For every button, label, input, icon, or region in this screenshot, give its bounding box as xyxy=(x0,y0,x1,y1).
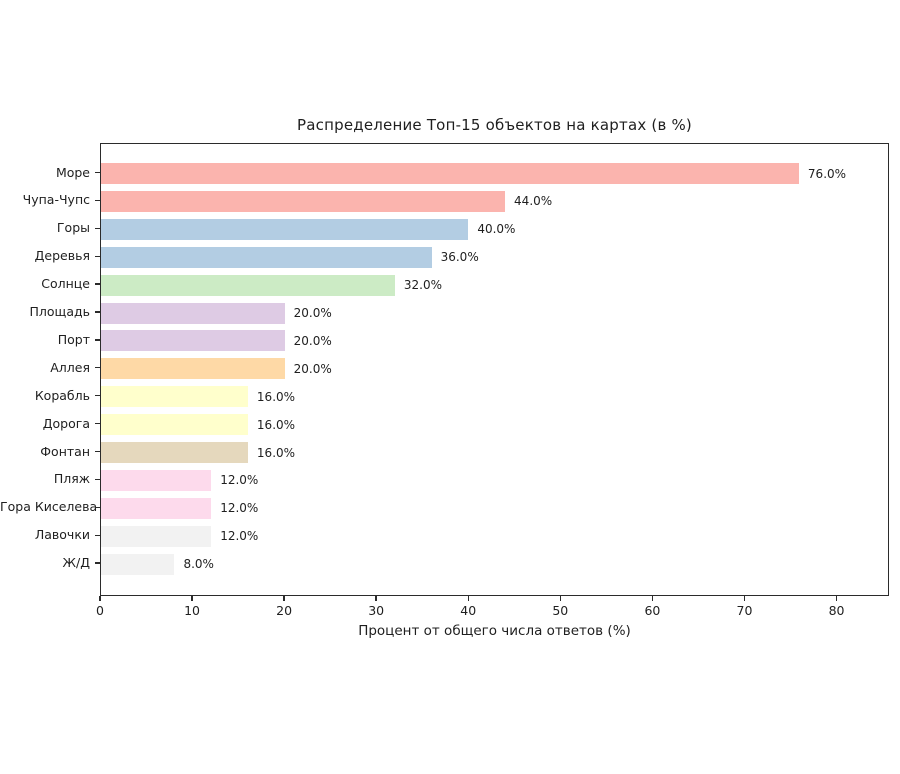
x-tick-mark xyxy=(99,596,101,601)
y-tick-mark xyxy=(95,450,100,453)
x-tick-label: 0 xyxy=(96,603,104,618)
bar xyxy=(101,218,469,240)
y-tick-mark xyxy=(95,534,100,536)
bar-value-label: 20.0% xyxy=(293,306,332,320)
bar xyxy=(101,163,799,184)
y-tick-label: Дорога xyxy=(42,415,90,431)
y-tick-mark xyxy=(95,255,100,257)
x-tick-mark xyxy=(375,596,377,601)
x-axis-label: Процент от общего числа ответов (%) xyxy=(358,623,631,639)
x-tick-label: 80 xyxy=(828,603,845,618)
bar-value-label: 20.0% xyxy=(293,361,332,376)
bar xyxy=(101,302,285,324)
x-tick-label: 60 xyxy=(644,603,661,618)
x-tick-mark xyxy=(283,596,285,601)
bar xyxy=(101,358,285,380)
bar xyxy=(101,469,212,491)
x-tick-mark xyxy=(559,596,562,601)
y-tick-label: Пляж xyxy=(53,471,90,487)
y-tick-mark xyxy=(95,199,100,202)
bar-value-label: 8.0% xyxy=(183,557,214,572)
y-tick-mark xyxy=(95,506,100,508)
x-tick-label: 50 xyxy=(552,603,569,618)
y-tick-label: Горы xyxy=(56,220,90,236)
y-tick-mark xyxy=(95,562,100,564)
bar xyxy=(101,414,248,436)
x-tick-mark xyxy=(743,596,746,601)
bar xyxy=(101,386,248,408)
bar xyxy=(101,274,395,296)
bar xyxy=(101,330,285,352)
y-tick-label: Аллея xyxy=(50,359,90,375)
bar-value-label: 76.0% xyxy=(807,166,847,181)
bar-value-label: 20.0% xyxy=(293,333,332,348)
x-tick-label: 30 xyxy=(368,603,385,618)
x-tick-mark xyxy=(467,596,469,601)
bar xyxy=(101,442,248,463)
bar-value-label: 12.0% xyxy=(220,501,259,516)
y-tick-label: Чупа-Чупс xyxy=(22,192,90,208)
y-tick-label: Фонтан xyxy=(40,443,90,459)
y-tick-mark xyxy=(95,171,100,174)
y-tick-label: Порт xyxy=(57,331,90,347)
y-tick-label: Море xyxy=(55,164,90,180)
x-tick-label: 70 xyxy=(736,603,753,618)
bar-value-label: 12.0% xyxy=(220,473,259,488)
y-tick-mark xyxy=(95,311,100,313)
x-tick-mark xyxy=(191,596,193,601)
y-tick-label: Солнце xyxy=(41,276,90,292)
bar-value-label: 40.0% xyxy=(477,222,516,237)
x-tick-mark xyxy=(835,596,838,601)
bar-value-label: 16.0% xyxy=(256,389,296,404)
y-tick-mark xyxy=(95,339,100,341)
y-tick-mark xyxy=(95,227,100,229)
y-tick-label: Гора Киселева xyxy=(0,499,98,515)
x-tick-label: 20 xyxy=(276,603,293,618)
bar xyxy=(101,246,432,268)
plot-area: 76.0% 44.0% 40.0% 36.0% 32.0% 20.0% 20.0% 20.0%… xyxy=(100,143,889,596)
x-tick-label: 40 xyxy=(460,603,477,618)
bar-value-label: 12.0% xyxy=(220,529,259,544)
y-tick-label: Деревья xyxy=(34,248,90,264)
y-tick-label: Ж/Д xyxy=(62,555,90,571)
bar xyxy=(101,553,175,575)
bar-value-label: 44.0% xyxy=(514,194,553,209)
chart-title: Распределение Топ-15 объектов на картах … xyxy=(297,116,692,134)
y-tick-label: Площадь xyxy=(29,304,90,319)
bar-value-label: 36.0% xyxy=(440,250,479,265)
bar-value-label: 16.0% xyxy=(256,417,296,432)
y-tick-mark xyxy=(95,367,100,369)
bar xyxy=(101,497,212,519)
bar-value-label: 16.0% xyxy=(256,445,296,460)
y-tick-mark xyxy=(95,283,100,285)
y-tick-label: Лавочки xyxy=(34,527,90,543)
y-tick-mark xyxy=(95,422,100,425)
y-tick-label: Корабль xyxy=(34,387,90,403)
x-tick-label: 10 xyxy=(184,603,201,618)
y-tick-mark xyxy=(95,478,100,481)
bar xyxy=(101,190,506,212)
x-tick-mark xyxy=(651,596,654,601)
bar-value-label: 32.0% xyxy=(403,278,442,293)
y-tick-mark xyxy=(95,395,100,397)
bar xyxy=(101,525,212,547)
